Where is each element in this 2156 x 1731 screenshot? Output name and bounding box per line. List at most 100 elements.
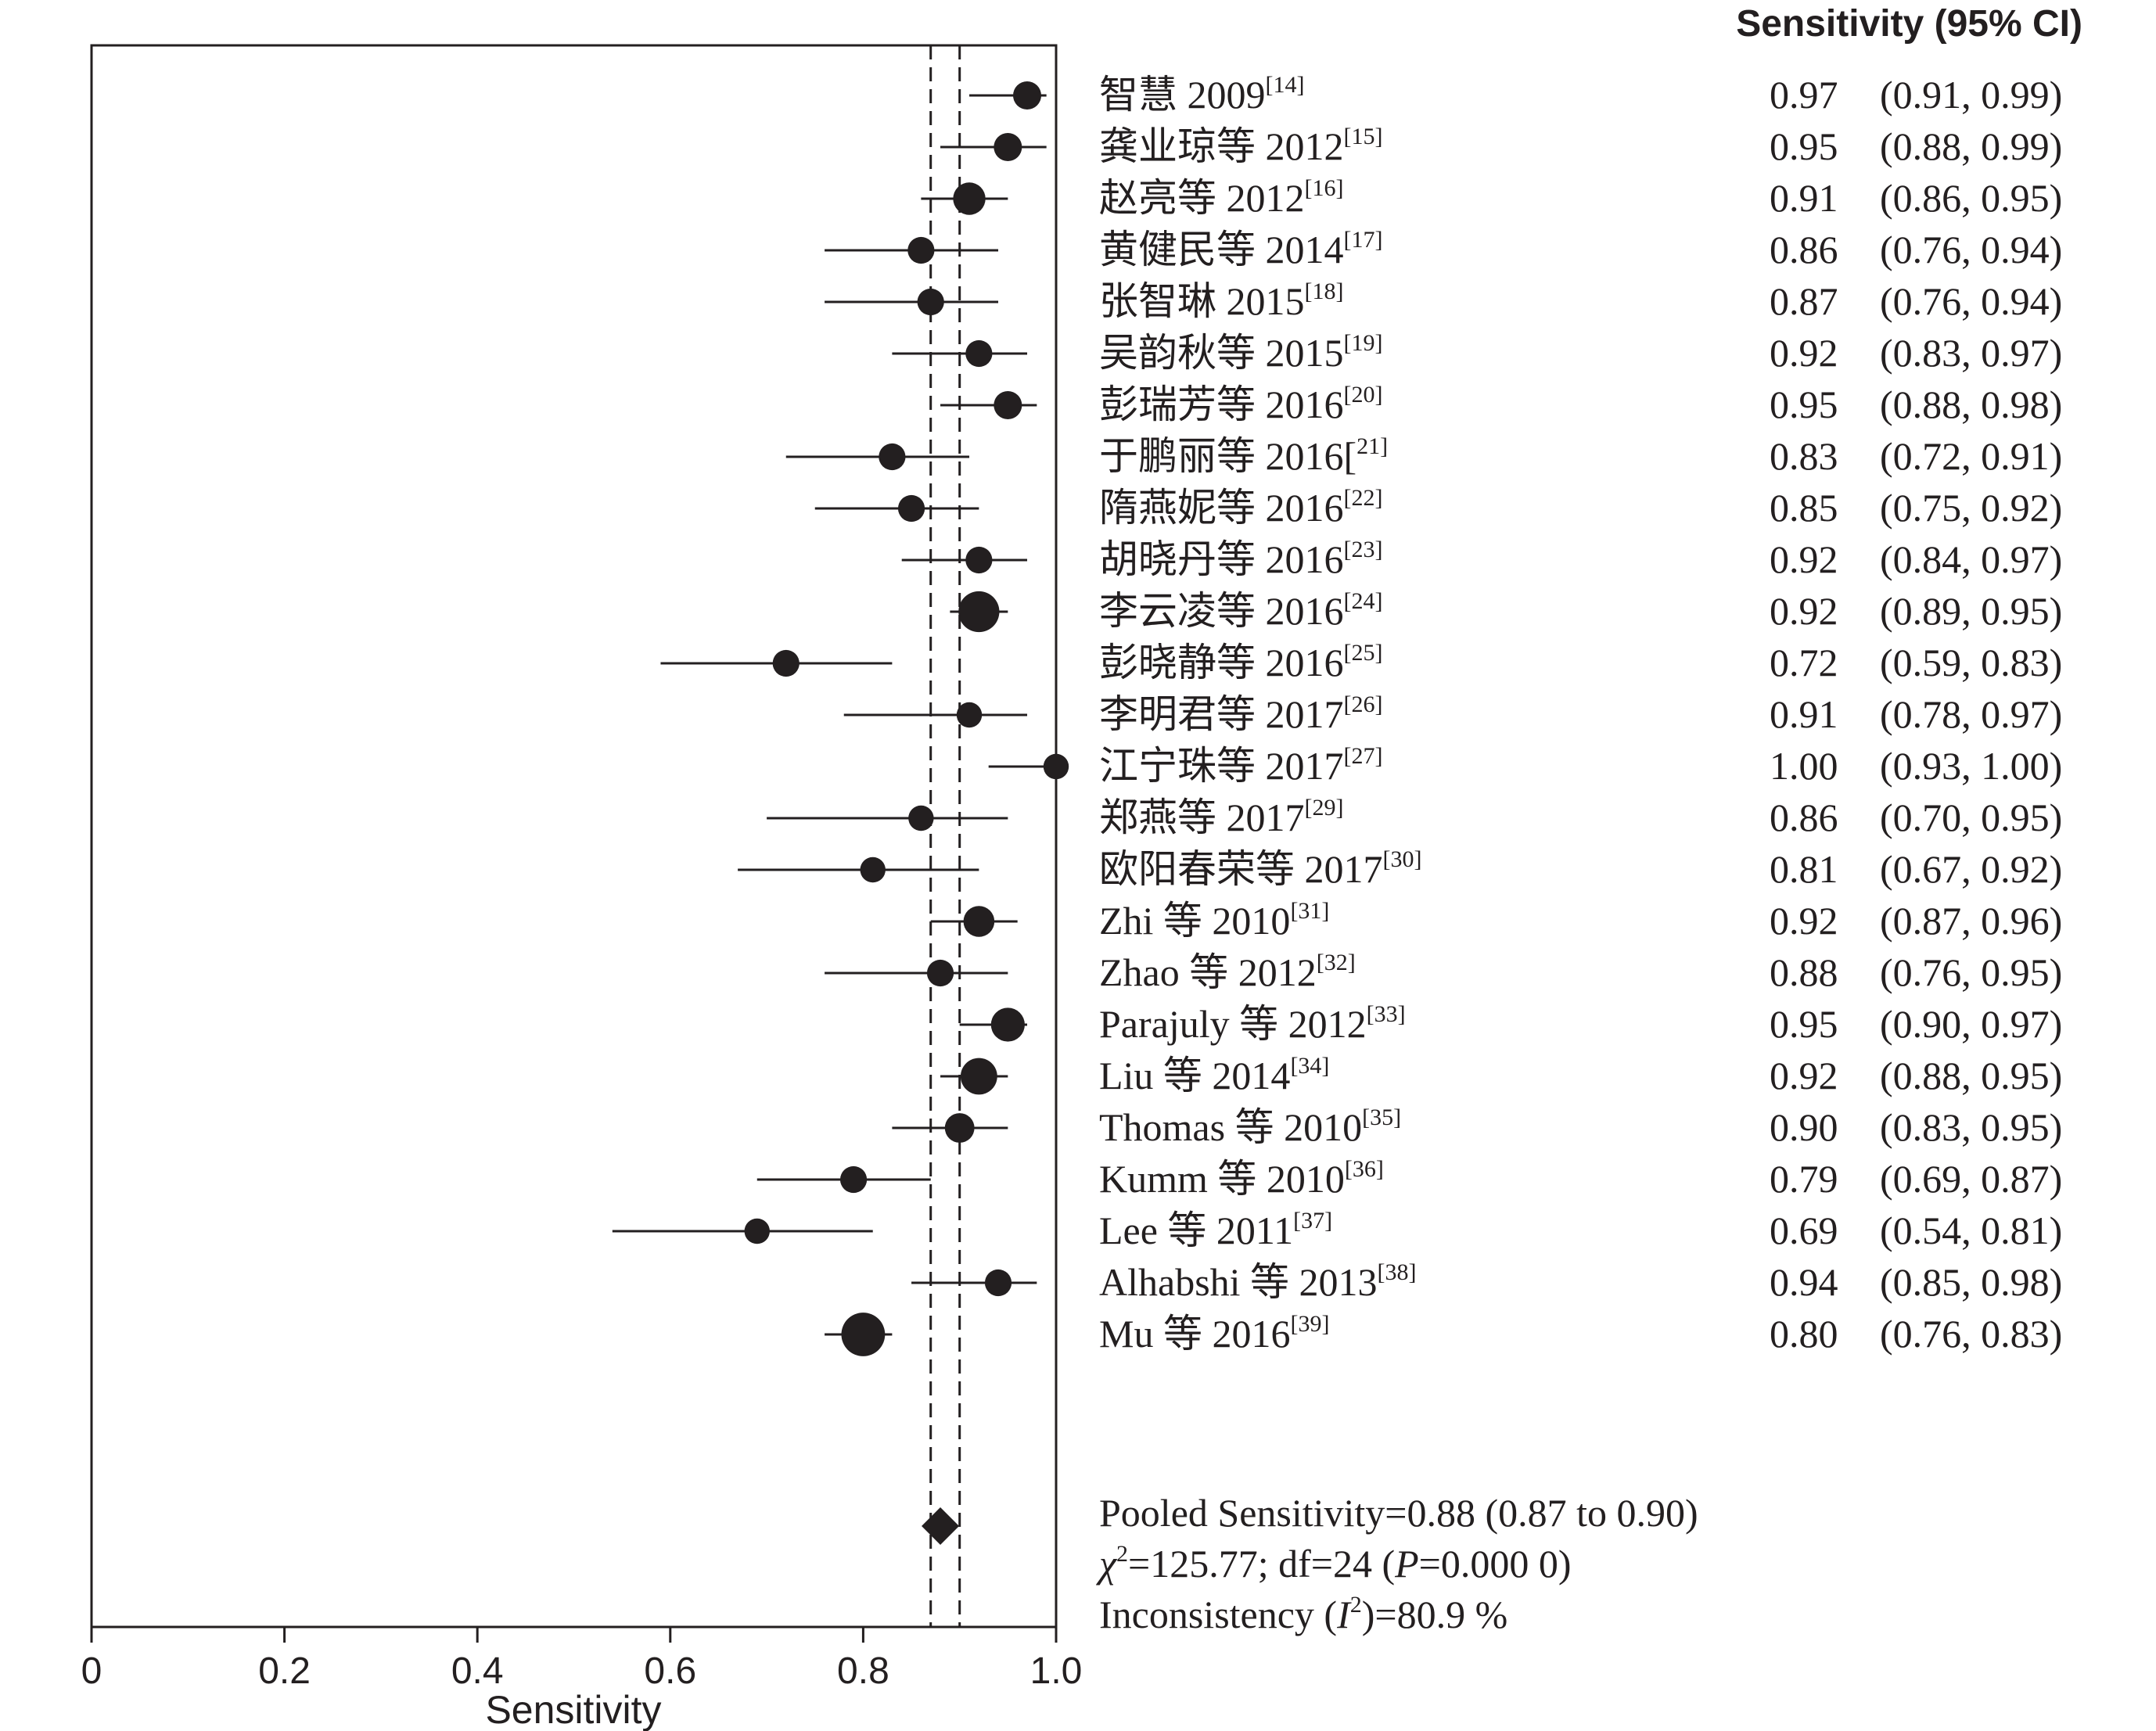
study-name: 于鹏丽等 2016[21] [1099, 433, 1388, 478]
study-name: Zhi 等 2010[31] [1099, 898, 1329, 943]
study-estimate: 0.88 [1770, 950, 1838, 994]
study-point [965, 546, 993, 574]
ci-column-header: Sensitivity (95% CI) [1736, 3, 2082, 45]
study-ci-text: (0.76, 0.95) [1880, 950, 2062, 994]
study-ci-text: (0.89, 0.95) [1880, 589, 2062, 633]
study-point [994, 391, 1022, 419]
study-name: 彭瑞芳等 2016[20] [1099, 382, 1382, 426]
study-name: 李明君等 2017[26] [1099, 691, 1382, 736]
study-ci-text: (0.78, 0.97) [1880, 692, 2062, 736]
study-ci-text: (0.67, 0.92) [1880, 847, 2062, 891]
study-estimate: 0.92 [1770, 1054, 1838, 1097]
x-tick-label: 0.6 [644, 1650, 696, 1692]
study-ci-text: (0.72, 0.91) [1880, 434, 2062, 478]
study-ci-text: (0.83, 0.95) [1880, 1105, 2062, 1149]
study-name: Mu 等 2016[39] [1099, 1311, 1329, 1356]
study-name: Zhao 等 2012[32] [1099, 950, 1356, 994]
study-point [908, 805, 934, 831]
study-name: 张智琳 2015[18] [1099, 278, 1343, 323]
study-reference: [14] [1266, 72, 1305, 98]
study-reference: [31] [1290, 898, 1329, 924]
study-reference: [29] [1305, 795, 1344, 821]
study-estimate: 0.83 [1770, 434, 1838, 478]
study-reference: [20] [1344, 382, 1383, 408]
study-reference: [36] [1345, 1156, 1384, 1182]
study-name: Parajuly 等 2012[33] [1099, 1001, 1406, 1046]
study-point [958, 591, 1000, 633]
study-estimate: 0.72 [1770, 641, 1838, 684]
study-name: 龚业琼等 2012[15] [1099, 124, 1382, 168]
study-name: 胡晓丹等 2016[23] [1099, 537, 1382, 581]
study-ci-text: (0.88, 0.95) [1880, 1054, 2062, 1097]
study-estimate: 0.81 [1770, 847, 1838, 891]
study-point [944, 1113, 975, 1143]
study-reference: [32] [1317, 950, 1356, 975]
study-point [841, 1313, 886, 1356]
study-reference: [37] [1293, 1208, 1332, 1234]
study-estimate: 0.80 [1770, 1312, 1838, 1356]
study-reference: [38] [1378, 1259, 1417, 1285]
study-reference: [30] [1383, 846, 1422, 872]
study-ci-text: (0.87, 0.96) [1880, 899, 2062, 943]
study-estimate: 0.95 [1770, 382, 1838, 426]
study-point [897, 494, 925, 523]
study-reference: [33] [1367, 1001, 1406, 1027]
x-axis: 0 0.2 0.4 0.6 0.8 1.0 [81, 1627, 1082, 1692]
study-estimate: 0.85 [1770, 486, 1838, 530]
study-ci-text: (0.76, 0.94) [1880, 279, 2062, 323]
summary-line: Pooled Sensitivity=0.88 (0.87 to 0.90) [1099, 1491, 1698, 1535]
study-estimate: 0.79 [1770, 1157, 1838, 1201]
study-name: Thomas 等 2010[35] [1099, 1104, 1401, 1149]
x-tick-label: 0.2 [258, 1650, 311, 1692]
study-point [879, 443, 906, 471]
plot-frame [90, 44, 1058, 1629]
study-name: 黄健民等 2014[17] [1099, 227, 1382, 271]
study-marks [612, 81, 1069, 1356]
study-ci-text: (0.91, 0.99) [1880, 73, 2062, 117]
study-name: 赵亮等 2012[16] [1099, 175, 1343, 220]
study-point [839, 1165, 868, 1194]
study-reference: [34] [1290, 1053, 1329, 1079]
study-name: Alhabshi 等 2013[38] [1099, 1259, 1417, 1304]
study-estimate: 0.91 [1770, 692, 1838, 736]
study-point [860, 857, 886, 883]
study-ci-text: (0.69, 0.87) [1880, 1157, 2062, 1201]
study-name: Liu 等 2014[34] [1099, 1053, 1329, 1097]
study-ci-text: (0.54, 0.81) [1880, 1208, 2062, 1252]
study-estimate: 0.86 [1770, 795, 1838, 839]
study-name: 欧阳春荣等 2017[30] [1099, 846, 1421, 891]
study-estimate: 0.90 [1770, 1105, 1838, 1149]
study-estimate: 0.92 [1770, 899, 1838, 943]
study-point [926, 959, 954, 987]
study-ci-text: (0.90, 0.97) [1880, 1002, 2062, 1046]
study-ci-text: (0.84, 0.97) [1880, 537, 2062, 581]
pooled-ci-lines [929, 45, 961, 1627]
x-axis-label: Sensitivity [485, 1688, 661, 1731]
x-tick-label: 0.8 [837, 1650, 889, 1692]
study-estimate: 0.87 [1770, 279, 1838, 323]
study-point [963, 906, 995, 937]
study-point [965, 339, 993, 368]
study-estimate: 0.91 [1770, 176, 1838, 220]
study-ci-text: (0.88, 0.99) [1880, 124, 2062, 168]
study-name: 李云凌等 2016[24] [1099, 588, 1382, 633]
study-point [984, 1269, 1012, 1297]
study-ci-text: (0.76, 0.83) [1880, 1312, 2062, 1356]
study-estimate: 0.95 [1770, 124, 1838, 168]
study-reference: [23] [1344, 537, 1383, 562]
study-name: Kumm 等 2010[36] [1099, 1156, 1384, 1201]
study-point [990, 1007, 1025, 1042]
study-estimate: 0.69 [1770, 1208, 1838, 1252]
study-point [907, 236, 935, 264]
study-name: 吴韵秋等 2015[19] [1099, 330, 1382, 375]
study-reference: [16] [1305, 175, 1344, 201]
pooled-diamond [922, 1507, 960, 1545]
study-reference: [35] [1362, 1104, 1401, 1130]
study-ci-text: (0.88, 0.98) [1880, 382, 2062, 426]
study-reference: [27] [1344, 743, 1383, 769]
study-name: 江宁珠等 2017[27] [1099, 743, 1382, 788]
study-point [953, 182, 986, 215]
study-point [956, 702, 983, 728]
study-reference: [19] [1344, 330, 1383, 356]
